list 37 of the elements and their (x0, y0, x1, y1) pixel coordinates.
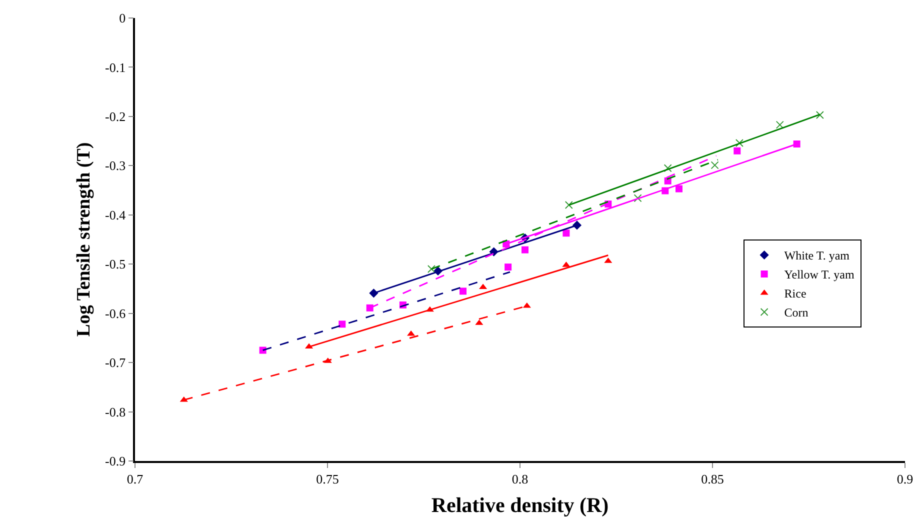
point (776, 120, 784, 129)
point (734, 147, 741, 154)
y-tick-label: -0.5 (105, 256, 126, 272)
point (564, 201, 573, 210)
point (504, 264, 512, 271)
y-tick-label: -0.8 (105, 404, 126, 420)
point (460, 288, 467, 295)
point (522, 302, 531, 308)
point (710, 161, 719, 170)
point (427, 265, 436, 274)
point (338, 320, 346, 328)
point (522, 246, 528, 254)
y-tick-label: -0.9 (105, 454, 126, 469)
y-tick-label: -0.7 (105, 355, 126, 370)
x-tick-label: 0.85 (701, 471, 724, 486)
legend-label: Yellow T. yam (784, 268, 855, 282)
y-tick-label: -0.1 (105, 60, 126, 75)
point (816, 110, 824, 119)
point (664, 164, 672, 172)
legend-label: Rice (784, 286, 806, 301)
point (562, 230, 570, 237)
y-tick-label: -0.6 (105, 306, 126, 321)
legend-label: Corn (784, 306, 808, 320)
x-tick-label: 0.75 (316, 471, 339, 486)
y-tick-label: 0 (119, 10, 126, 26)
y-tick-label: -0.4 (105, 207, 126, 222)
point (735, 139, 744, 148)
y-axis-title: Log Tensile strength (T) (73, 142, 94, 337)
x-tick-label: 0.7 (126, 471, 144, 486)
y-tick-label: -0.2 (105, 108, 126, 124)
x-tick-label: 0.9 (896, 471, 914, 486)
point (676, 185, 683, 192)
legend-label: White T. yam (784, 248, 850, 263)
point (634, 194, 642, 202)
x-axis-title: Relative density (R) (431, 493, 609, 518)
y-tick-label: -0.3 (105, 158, 126, 174)
x-tick-label: 0.8 (512, 471, 528, 486)
